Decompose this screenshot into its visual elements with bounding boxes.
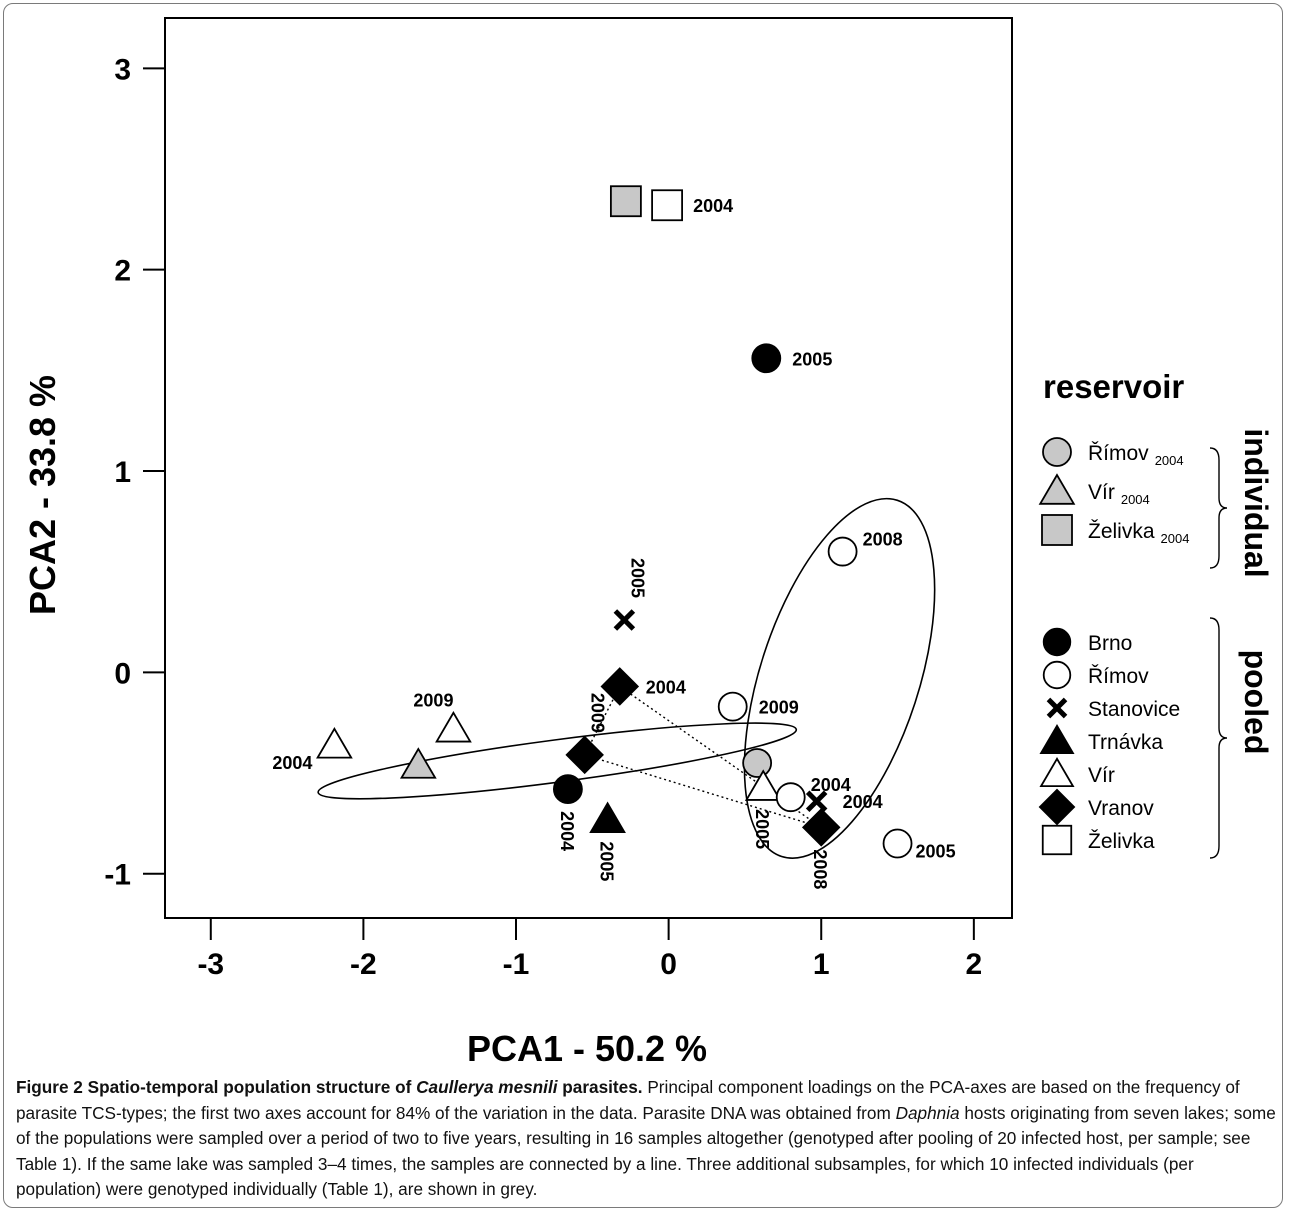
legend-brace [1210, 448, 1227, 568]
point--mov-14 [777, 783, 805, 811]
x-tick-label: -1 [503, 948, 530, 981]
point-v-r-8 [318, 729, 352, 758]
y-tick-label: 2 [114, 255, 131, 288]
legend-title: reservoir [1043, 368, 1184, 405]
legend-group-label: individual [1238, 428, 1274, 577]
point-label: 2008 [810, 849, 830, 889]
caption-title-start: Spatio-temporal population structure of [83, 1077, 416, 1097]
legend-label: Stanovice [1088, 698, 1180, 721]
ellipse-římov [706, 476, 973, 881]
legend-marker-vranov [1040, 790, 1074, 824]
caption-title-species: Caullerya mesnili [416, 1077, 557, 1097]
point-label: 2009 [413, 691, 453, 711]
point-label: 2009 [759, 698, 799, 718]
point-label: 2004 [272, 753, 312, 773]
pca-scatter-chart: -3 -2 -1 0 1 2 -1 0 1 2 3 2004 2005 2005 2008 2004 2009… [0, 0, 1290, 1070]
data-points [318, 186, 912, 857]
point--mov-18 [884, 830, 912, 858]
legend-label: Trnávka [1088, 731, 1163, 754]
figure-caption: Figure 2 Spatio-temporal population stru… [16, 1075, 1278, 1203]
point-label: 2004 [843, 792, 883, 812]
legend-label: Vranov [1088, 797, 1154, 820]
point-label: 2005 [792, 349, 832, 369]
x-tick-label: 0 [660, 948, 677, 981]
caption-figure-label: Figure 2 [16, 1077, 83, 1097]
point-label: 2005 [752, 809, 772, 849]
point--mov-4 [829, 538, 857, 566]
x-tick-label: 1 [813, 948, 830, 981]
point--mov-individual-11 [743, 749, 771, 777]
y-tick-label: 0 [114, 657, 131, 690]
x-axis-label: PCA1 - 50.2 % [467, 1028, 707, 1069]
legend-label: Římov 2004 [1088, 442, 1184, 468]
point-stanovice-3 [615, 611, 633, 629]
point-brno-2 [752, 344, 780, 372]
x-tick-label: -2 [350, 948, 377, 981]
legend-label: Brno [1088, 632, 1132, 655]
point-label: 2009 [588, 693, 608, 733]
legend-label: Želivka [1088, 830, 1155, 853]
caption-text-genus: Daphnia [896, 1103, 960, 1123]
legend-marker-stanovice [1048, 699, 1065, 716]
y-tick-label: 3 [114, 53, 131, 86]
legend-label-year: 2004 [1161, 531, 1190, 546]
point-trn-vka-16 [591, 803, 625, 832]
point-label: 2004 [557, 811, 577, 851]
legend-label: Vír [1088, 764, 1115, 787]
point-label: 2005 [916, 842, 956, 862]
point-brno-13 [554, 775, 582, 803]
legend-label: Římov [1088, 665, 1149, 688]
point-label: 2004 [646, 677, 686, 697]
point-vranov-9 [567, 737, 603, 773]
legend-marker-vír [1041, 759, 1073, 786]
caption-title-end: parasites. [558, 1077, 643, 1097]
point-label: 2005 [627, 558, 647, 598]
legend-marker-želivka [1042, 515, 1072, 545]
point-label: 2004 [693, 196, 733, 216]
legend-marker-vír [1040, 475, 1074, 504]
legend-brace [1210, 618, 1227, 858]
point-label: 2005 [597, 841, 617, 881]
point--elivka-1 [652, 190, 682, 220]
legend-label-year: 2004 [1155, 453, 1184, 468]
legend-marker-brno [1044, 629, 1071, 656]
x-tick-label: 2 [966, 948, 983, 981]
point--elivka-individual-0 [611, 186, 641, 216]
point-label: 2008 [863, 530, 903, 550]
legend-label-year: 2004 [1121, 492, 1150, 507]
y-tick-label: 1 [114, 456, 131, 489]
y-tick-label: -1 [104, 859, 131, 892]
point--mov-6 [719, 693, 747, 721]
legend-group-label: pooled [1238, 650, 1274, 755]
legend-marker-římov [1044, 662, 1071, 689]
legend-marker-římov [1043, 438, 1071, 466]
y-axis-label: PCA2 - 33.8 % [22, 375, 63, 615]
plot-frame [165, 18, 1012, 918]
point-v-r-7 [437, 713, 471, 742]
legend-marker-želivka [1043, 826, 1072, 855]
legend-marker-trnávka [1041, 726, 1073, 753]
legend-label: Vír 2004 [1088, 481, 1150, 507]
legend-label: Želivka 2004 [1088, 520, 1189, 546]
x-tick-label: -3 [197, 948, 224, 981]
